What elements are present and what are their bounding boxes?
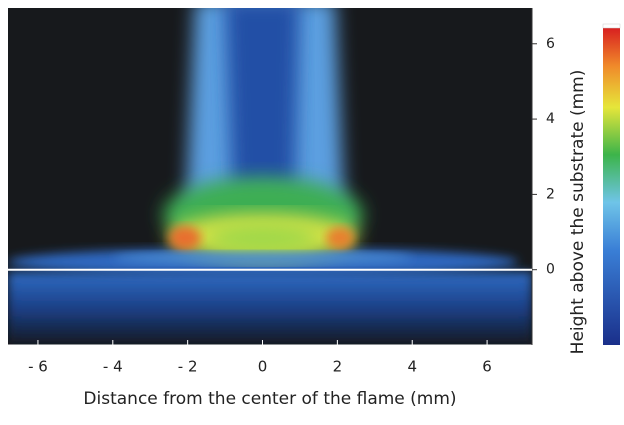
heatmap-image	[8, 8, 532, 345]
x-tick-label: 4	[407, 358, 417, 376]
x-tick-label: - 4	[103, 358, 123, 376]
y-tick-label: 4	[546, 111, 555, 127]
x-tick-label: - 2	[178, 358, 198, 376]
colorbar	[603, 28, 620, 345]
x-tick-label: 0	[258, 358, 268, 376]
y-tick-label: 2	[546, 186, 555, 202]
x-tick-label: 6	[482, 358, 492, 376]
x-axis-label: Distance from the center of the flame (m…	[83, 389, 456, 409]
x-tick-label: - 6	[28, 358, 48, 376]
y-axis-label: Height above the substrate (mm)	[568, 70, 588, 355]
x-tick-label: 2	[333, 358, 343, 376]
y-tick-label: 0	[546, 262, 555, 278]
y-tick-label: 6	[546, 36, 555, 52]
colorbar-cap	[602, 23, 621, 29]
